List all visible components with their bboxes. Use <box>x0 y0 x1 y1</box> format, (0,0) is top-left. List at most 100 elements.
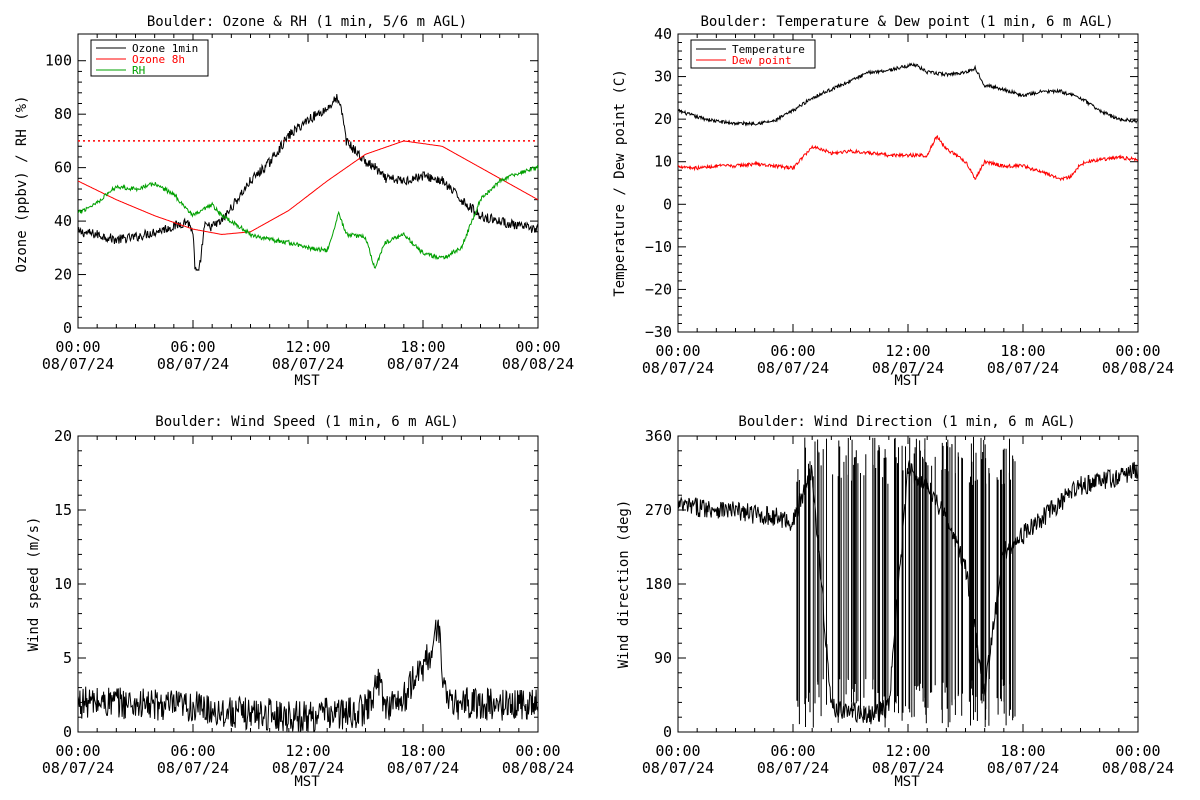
temp-x-ticks: 00:0008/07/2406:0008/07/2412:0008/07/241… <box>642 34 1174 377</box>
ozone-legend: Ozone 1min Ozone 8h RH <box>90 39 209 77</box>
x-tick-time-label: 18:00 <box>1000 742 1045 760</box>
x-tick-date-label: 08/07/24 <box>987 759 1059 777</box>
ozone-series-group <box>77 93 539 272</box>
temp-x-axis-label: MST <box>894 373 920 389</box>
y-tick-label: 40 <box>54 212 72 230</box>
ozone-rh-panel: Boulder: Ozone & RH (1 min, 5/6 m AGL) O… <box>14 14 574 389</box>
x-tick-time-label: 00:00 <box>655 742 700 760</box>
x-tick-date-label: 08/07/24 <box>387 759 459 777</box>
x-tick-date-label: 08/07/24 <box>987 359 1059 377</box>
x-tick-date-label: 08/08/24 <box>502 355 574 373</box>
y-tick-label: 0 <box>63 723 72 741</box>
y-tick-label: 15 <box>54 501 72 519</box>
wdir-x-ticks: 00:0008/07/2406:0008/07/2412:0008/07/241… <box>642 436 1174 777</box>
y-tick-label: −20 <box>645 280 672 298</box>
x-tick-time-label: 18:00 <box>400 338 445 356</box>
series-line-rh <box>77 164 539 269</box>
x-tick-date-label: 08/08/24 <box>502 759 574 777</box>
y-tick-label: 100 <box>45 52 72 70</box>
x-tick-date-label: 08/08/24 <box>1102 759 1174 777</box>
ozone-y-ticks: 0 20 40 60 80 100 <box>45 52 538 337</box>
x-tick-date-label: 08/07/24 <box>42 355 114 373</box>
x-tick-date-label: 08/07/24 <box>872 759 944 777</box>
y-tick-label: 90 <box>654 649 672 667</box>
x-tick-time-label: 18:00 <box>1000 342 1045 360</box>
x-tick-time-label: 06:00 <box>170 742 215 760</box>
temp-legend-box <box>690 39 816 69</box>
y-tick-label: −10 <box>645 238 672 256</box>
x-tick-time-label: 00:00 <box>515 338 560 356</box>
ozone-y-axis-label: Ozone (ppbv) / RH (%) <box>14 95 30 272</box>
x-tick-date-label: 08/07/24 <box>272 759 344 777</box>
y-tick-label: 0 <box>63 319 72 337</box>
y-tick-label: 40 <box>654 25 672 43</box>
y-tick-label: 20 <box>54 427 72 445</box>
x-tick-date-label: 08/07/24 <box>642 359 714 377</box>
x-tick-date-label: 08/07/24 <box>157 759 229 777</box>
y-tick-label: 60 <box>54 159 72 177</box>
series-line-ozone-8h <box>77 140 539 236</box>
wspd-y-ticks: 0 5 10 15 20 <box>54 427 538 741</box>
x-tick-time-label: 12:00 <box>885 742 930 760</box>
temperature-panel: Boulder: Temperature & Dew point (1 min,… <box>612 14 1174 389</box>
x-tick-date-label: 08/07/24 <box>272 355 344 373</box>
wdir-chart-title: Boulder: Wind Direction (1 min, 6 m AGL) <box>738 414 1075 430</box>
wdir-x-axis-label: MST <box>894 774 920 790</box>
series-line-temperature <box>677 62 1139 127</box>
ozone-x-axis-label: MST <box>294 373 320 389</box>
y-tick-label: 20 <box>54 266 72 284</box>
y-tick-label: 180 <box>645 575 672 593</box>
x-tick-date-label: 08/07/24 <box>42 759 114 777</box>
wdir-plot-frame <box>677 435 1139 733</box>
y-tick-label: 30 <box>654 68 672 86</box>
wspd-plot-frame <box>77 435 539 733</box>
legend-label-ozone-1min: Ozone 1min <box>132 42 198 55</box>
ozone-x-ticks: 00:0008/07/2406:0008/07/2412:0008/07/241… <box>42 34 574 373</box>
x-tick-time-label: 06:00 <box>170 338 215 356</box>
wspd-series-group <box>77 619 539 733</box>
wind-direction-panel: Boulder: Wind Direction (1 min, 6 m AGL)… <box>616 414 1174 790</box>
legend-label-rh: RH <box>132 64 145 77</box>
x-tick-date-label: 08/07/24 <box>757 759 829 777</box>
y-tick-label: 270 <box>645 501 672 519</box>
x-tick-date-label: 08/07/24 <box>387 355 459 373</box>
ozone-plot-frame <box>77 33 539 329</box>
wspd-x-axis-label: MST <box>294 774 320 790</box>
legend-label-ozone-8h: Ozone 8h <box>132 53 185 66</box>
x-tick-date-label: 08/08/24 <box>1102 359 1174 377</box>
x-tick-time-label: 00:00 <box>1115 342 1160 360</box>
temp-chart-title: Boulder: Temperature & Dew point (1 min,… <box>700 14 1113 30</box>
x-tick-time-label: 06:00 <box>770 742 815 760</box>
x-tick-date-label: 08/07/24 <box>757 359 829 377</box>
legend-label-temperature: Temperature <box>732 43 805 56</box>
y-tick-label: 10 <box>654 153 672 171</box>
wspd-chart-title: Boulder: Wind Speed (1 min, 6 m AGL) <box>155 414 458 430</box>
series-line-wind-direction <box>677 460 1139 725</box>
x-tick-time-label: 00:00 <box>1115 742 1160 760</box>
y-tick-label: 80 <box>54 105 72 123</box>
wind-direction-wrap-spikes <box>796 436 1016 728</box>
legend-label-dew-point: Dew point <box>732 54 792 67</box>
y-tick-label: 0 <box>663 723 672 741</box>
y-tick-label: 5 <box>63 649 72 667</box>
x-tick-time-label: 06:00 <box>770 342 815 360</box>
x-tick-time-label: 00:00 <box>515 742 560 760</box>
temp-series-group <box>677 62 1139 182</box>
wspd-x-ticks: 00:0008/07/2406:0008/07/2412:0008/07/241… <box>42 436 574 777</box>
x-tick-time-label: 12:00 <box>285 338 330 356</box>
y-tick-label: 360 <box>645 427 672 445</box>
temp-y-ticks: −30 −20 −10 0 10 20 30 40 <box>645 25 1138 341</box>
x-tick-time-label: 00:00 <box>655 342 700 360</box>
wdir-y-axis-label: Wind direction (deg) <box>616 500 632 669</box>
temp-plot-frame <box>677 33 1139 333</box>
x-tick-date-label: 08/07/24 <box>157 355 229 373</box>
x-tick-date-label: 08/07/24 <box>642 759 714 777</box>
y-tick-label: 0 <box>663 195 672 213</box>
y-tick-label: 20 <box>654 110 672 128</box>
x-tick-time-label: 18:00 <box>400 742 445 760</box>
ozone-chart-title: Boulder: Ozone & RH (1 min, 5/6 m AGL) <box>147 14 467 30</box>
wind-speed-panel: Boulder: Wind Speed (1 min, 6 m AGL) Win… <box>26 414 574 790</box>
wdir-series-group <box>677 436 1139 728</box>
series-line-dew-point <box>677 134 1139 182</box>
